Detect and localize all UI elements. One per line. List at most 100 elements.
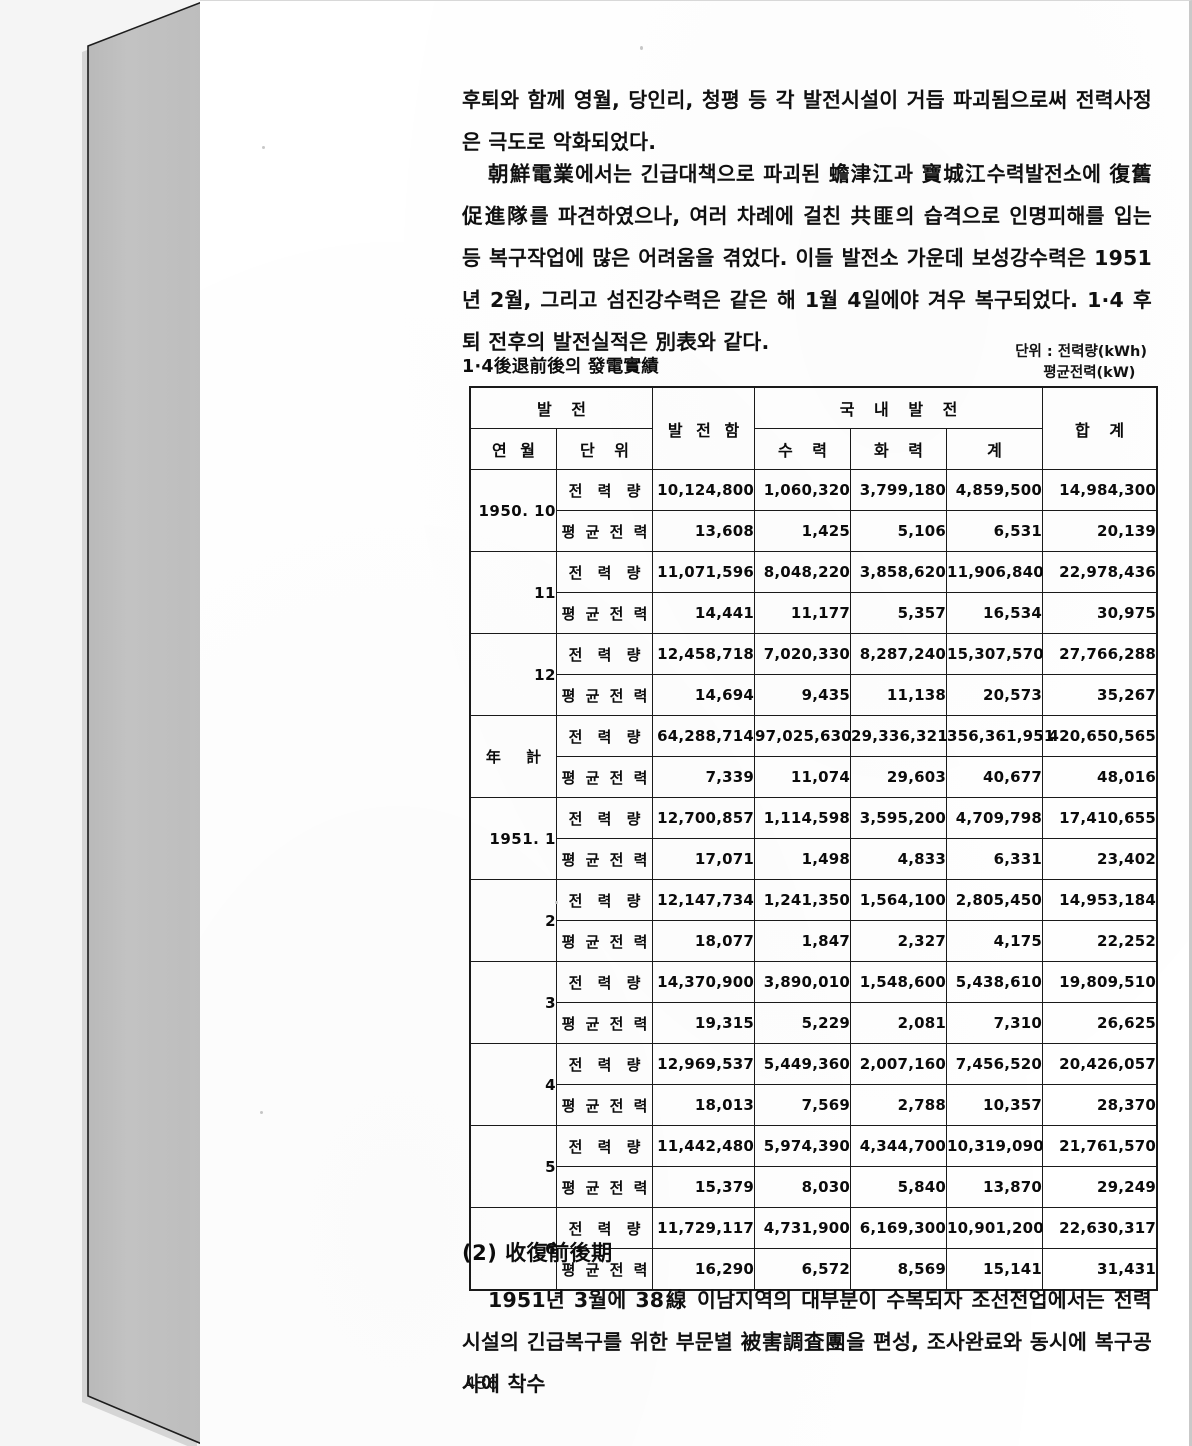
table-unit-note: 단위 : 전력량(kWh) 평균전력(kW) xyxy=(1015,342,1147,384)
cell-average-subtotal: 20,573 xyxy=(946,674,1044,716)
cell-energy-hydro: 1,114,598 xyxy=(754,797,852,839)
cell-energy-hydro: 1,060,320 xyxy=(754,469,852,511)
metric-label-average: 평 균 전 력 xyxy=(555,1166,654,1208)
cell-energy-ship: 12,969,537 xyxy=(652,1043,756,1085)
cell-energy-subtotal: 5,438,610 xyxy=(946,961,1044,1003)
cell-average-hydro: 1,847 xyxy=(754,920,852,962)
cell-energy-hydro: 4,731,900 xyxy=(754,1207,852,1249)
metric-label-energy: 전 력 량 xyxy=(555,551,654,593)
row-period-label: 3 xyxy=(470,961,557,1044)
row-period-label: 12 xyxy=(470,633,557,716)
metric-label-energy: 전 력 량 xyxy=(555,633,654,675)
table-row: 평 균 전 력 16,290 6,572 8,569 15,141 31,431 xyxy=(471,1248,1158,1290)
metric-label-average: 평 균 전 력 xyxy=(555,1002,654,1044)
cell-energy-hydro: 8,048,220 xyxy=(754,551,852,593)
cell-average-ship: 7,339 xyxy=(652,756,756,798)
cell-average-total: 22,252 xyxy=(1042,920,1158,962)
table-head: 발 전 발 전 함 국 내 발 전 합 계 연 월 단 위 수 력 화 력 계 xyxy=(469,387,1158,470)
header-row-2: 연 월 단 위 수 력 화 력 계 xyxy=(470,428,1157,470)
cell-energy-ship: 10,124,800 xyxy=(652,469,756,511)
cell-average-subtotal: 15,141 xyxy=(946,1248,1044,1290)
paragraph-block-top: 후퇴와 함께 영월, 당인리, 청평 등 각 발전시설이 거듭 파괴됨으로써 전… xyxy=(462,79,1152,163)
cell-average-subtotal: 40,677 xyxy=(946,756,1044,798)
table-row: 평 균 전 력 19,315 5,229 2,081 7,310 26,625 xyxy=(471,1002,1158,1044)
cell-average-hydro: 8,030 xyxy=(754,1166,852,1208)
cell-average-thermal: 5,357 xyxy=(850,592,948,634)
cell-average-ship: 14,694 xyxy=(652,674,756,716)
cell-energy-total: 14,953,184 xyxy=(1042,879,1158,921)
table-row: 평 균 전 력 18,013 7,569 2,788 10,357 28,370 xyxy=(471,1084,1158,1126)
cell-energy-thermal: 29,336,321 xyxy=(850,715,948,757)
metric-label-average: 평 균 전 력 xyxy=(555,756,654,798)
scan-speck xyxy=(640,46,643,50)
cell-average-thermal: 11,138 xyxy=(850,674,948,716)
cell-energy-thermal: 1,564,100 xyxy=(850,879,948,921)
header-col-thermal: 화 력 xyxy=(850,428,948,470)
cell-energy-thermal: 3,858,620 xyxy=(850,551,948,593)
cell-energy-total: 14,984,300 xyxy=(1042,469,1158,511)
cell-average-ship: 18,013 xyxy=(652,1084,756,1126)
cell-average-ship: 16,290 xyxy=(652,1248,756,1290)
cell-average-thermal: 8,569 xyxy=(850,1248,948,1290)
cell-energy-ship: 64,288,714 xyxy=(652,715,756,757)
section-heading: (2) 收復前後期 xyxy=(462,1241,613,1265)
cell-energy-ship: 11,729,117 xyxy=(652,1207,756,1249)
header-row-1: 발 전 발 전 함 국 내 발 전 합 계 xyxy=(469,387,1158,470)
table-row: 평 균 전 력 7,339 11,074 29,603 40,677 48,016 xyxy=(471,756,1158,798)
metric-label-average: 평 균 전 력 xyxy=(555,510,654,552)
cell-energy-subtotal: 11,906,840 xyxy=(946,551,1044,593)
cell-average-total: 29,249 xyxy=(1042,1166,1158,1208)
cell-average-subtotal: 6,531 xyxy=(946,510,1044,552)
table-row: 평 균 전 력 17,071 1,498 4,833 6,331 23,402 xyxy=(471,838,1158,880)
row-period-label: 11 xyxy=(470,551,557,634)
cell-energy-thermal: 4,344,700 xyxy=(850,1125,948,1167)
table-row: 평 균 전 력 13,608 1,425 5,106 6,531 20,139 xyxy=(471,510,1158,552)
row-period-label: 1950. 10 xyxy=(470,469,557,552)
cell-energy-ship: 11,442,480 xyxy=(652,1125,756,1167)
cell-energy-thermal: 3,799,180 xyxy=(850,469,948,511)
unit-note-line-1: 단위 : 전력량(kWh) xyxy=(1015,344,1147,360)
cell-average-thermal: 5,106 xyxy=(850,510,948,552)
metric-label-average: 평 균 전 력 xyxy=(555,674,654,716)
cell-energy-total: 22,630,317 xyxy=(1042,1207,1158,1249)
cell-average-subtotal: 4,175 xyxy=(946,920,1044,962)
cell-average-ship: 14,441 xyxy=(652,592,756,634)
cell-energy-thermal: 3,595,200 xyxy=(850,797,948,839)
paragraph-block-bottom: 1951년 3월에 38線 이남지역의 대부분이 수복되자 조선전업에서는 전력… xyxy=(462,1279,1152,1405)
cell-energy-ship: 12,700,857 xyxy=(652,797,756,839)
metric-label-energy: 전 력 량 xyxy=(555,715,654,757)
header-col-subtotal: 계 xyxy=(946,428,1044,470)
cell-average-total: 28,370 xyxy=(1042,1084,1158,1126)
cell-average-hydro: 1,498 xyxy=(754,838,852,880)
metric-label-average: 평 균 전 력 xyxy=(555,920,654,962)
cell-energy-subtotal: 4,859,500 xyxy=(946,469,1044,511)
row-period-label: 4 xyxy=(470,1043,557,1126)
cell-average-hydro: 6,572 xyxy=(754,1248,852,1290)
scan-speck xyxy=(262,146,265,149)
table-row: 평 균 전 력 15,379 8,030 5,840 13,870 29,249 xyxy=(471,1166,1158,1208)
cell-energy-ship: 12,147,734 xyxy=(652,879,756,921)
table-row: 평 균 전 력 14,441 11,177 5,357 16,534 30,975 xyxy=(471,592,1158,634)
table-caption: 1·4後退前後의 發電實績 xyxy=(462,357,660,377)
page-number: 436 xyxy=(465,1374,499,1394)
cell-energy-ship: 14,370,900 xyxy=(652,961,756,1003)
cell-average-total: 23,402 xyxy=(1042,838,1158,880)
cell-average-hydro: 11,074 xyxy=(754,756,852,798)
cell-energy-total: 420,650,565 xyxy=(1042,715,1158,757)
cell-energy-subtotal: 356,361,951 xyxy=(946,715,1054,757)
cell-average-subtotal: 7,310 xyxy=(946,1002,1044,1044)
cell-energy-total: 21,761,570 xyxy=(1042,1125,1158,1167)
cell-average-ship: 18,077 xyxy=(652,920,756,962)
metric-label-energy: 전 력 량 xyxy=(555,879,654,921)
cell-average-total: 26,625 xyxy=(1042,1002,1158,1044)
paragraph-2: 朝鮮電業에서는 긴급대책으로 파괴된 蟾津江과 寶城江수력발전소에 復舊促進隊를… xyxy=(462,162,1152,354)
table-row: 11 전 력 량 11,071,596 8,048,220 3,858,620 11,90… xyxy=(470,551,1158,634)
cell-average-total: 20,139 xyxy=(1042,510,1158,552)
cell-energy-ship: 11,071,596 xyxy=(652,551,756,593)
